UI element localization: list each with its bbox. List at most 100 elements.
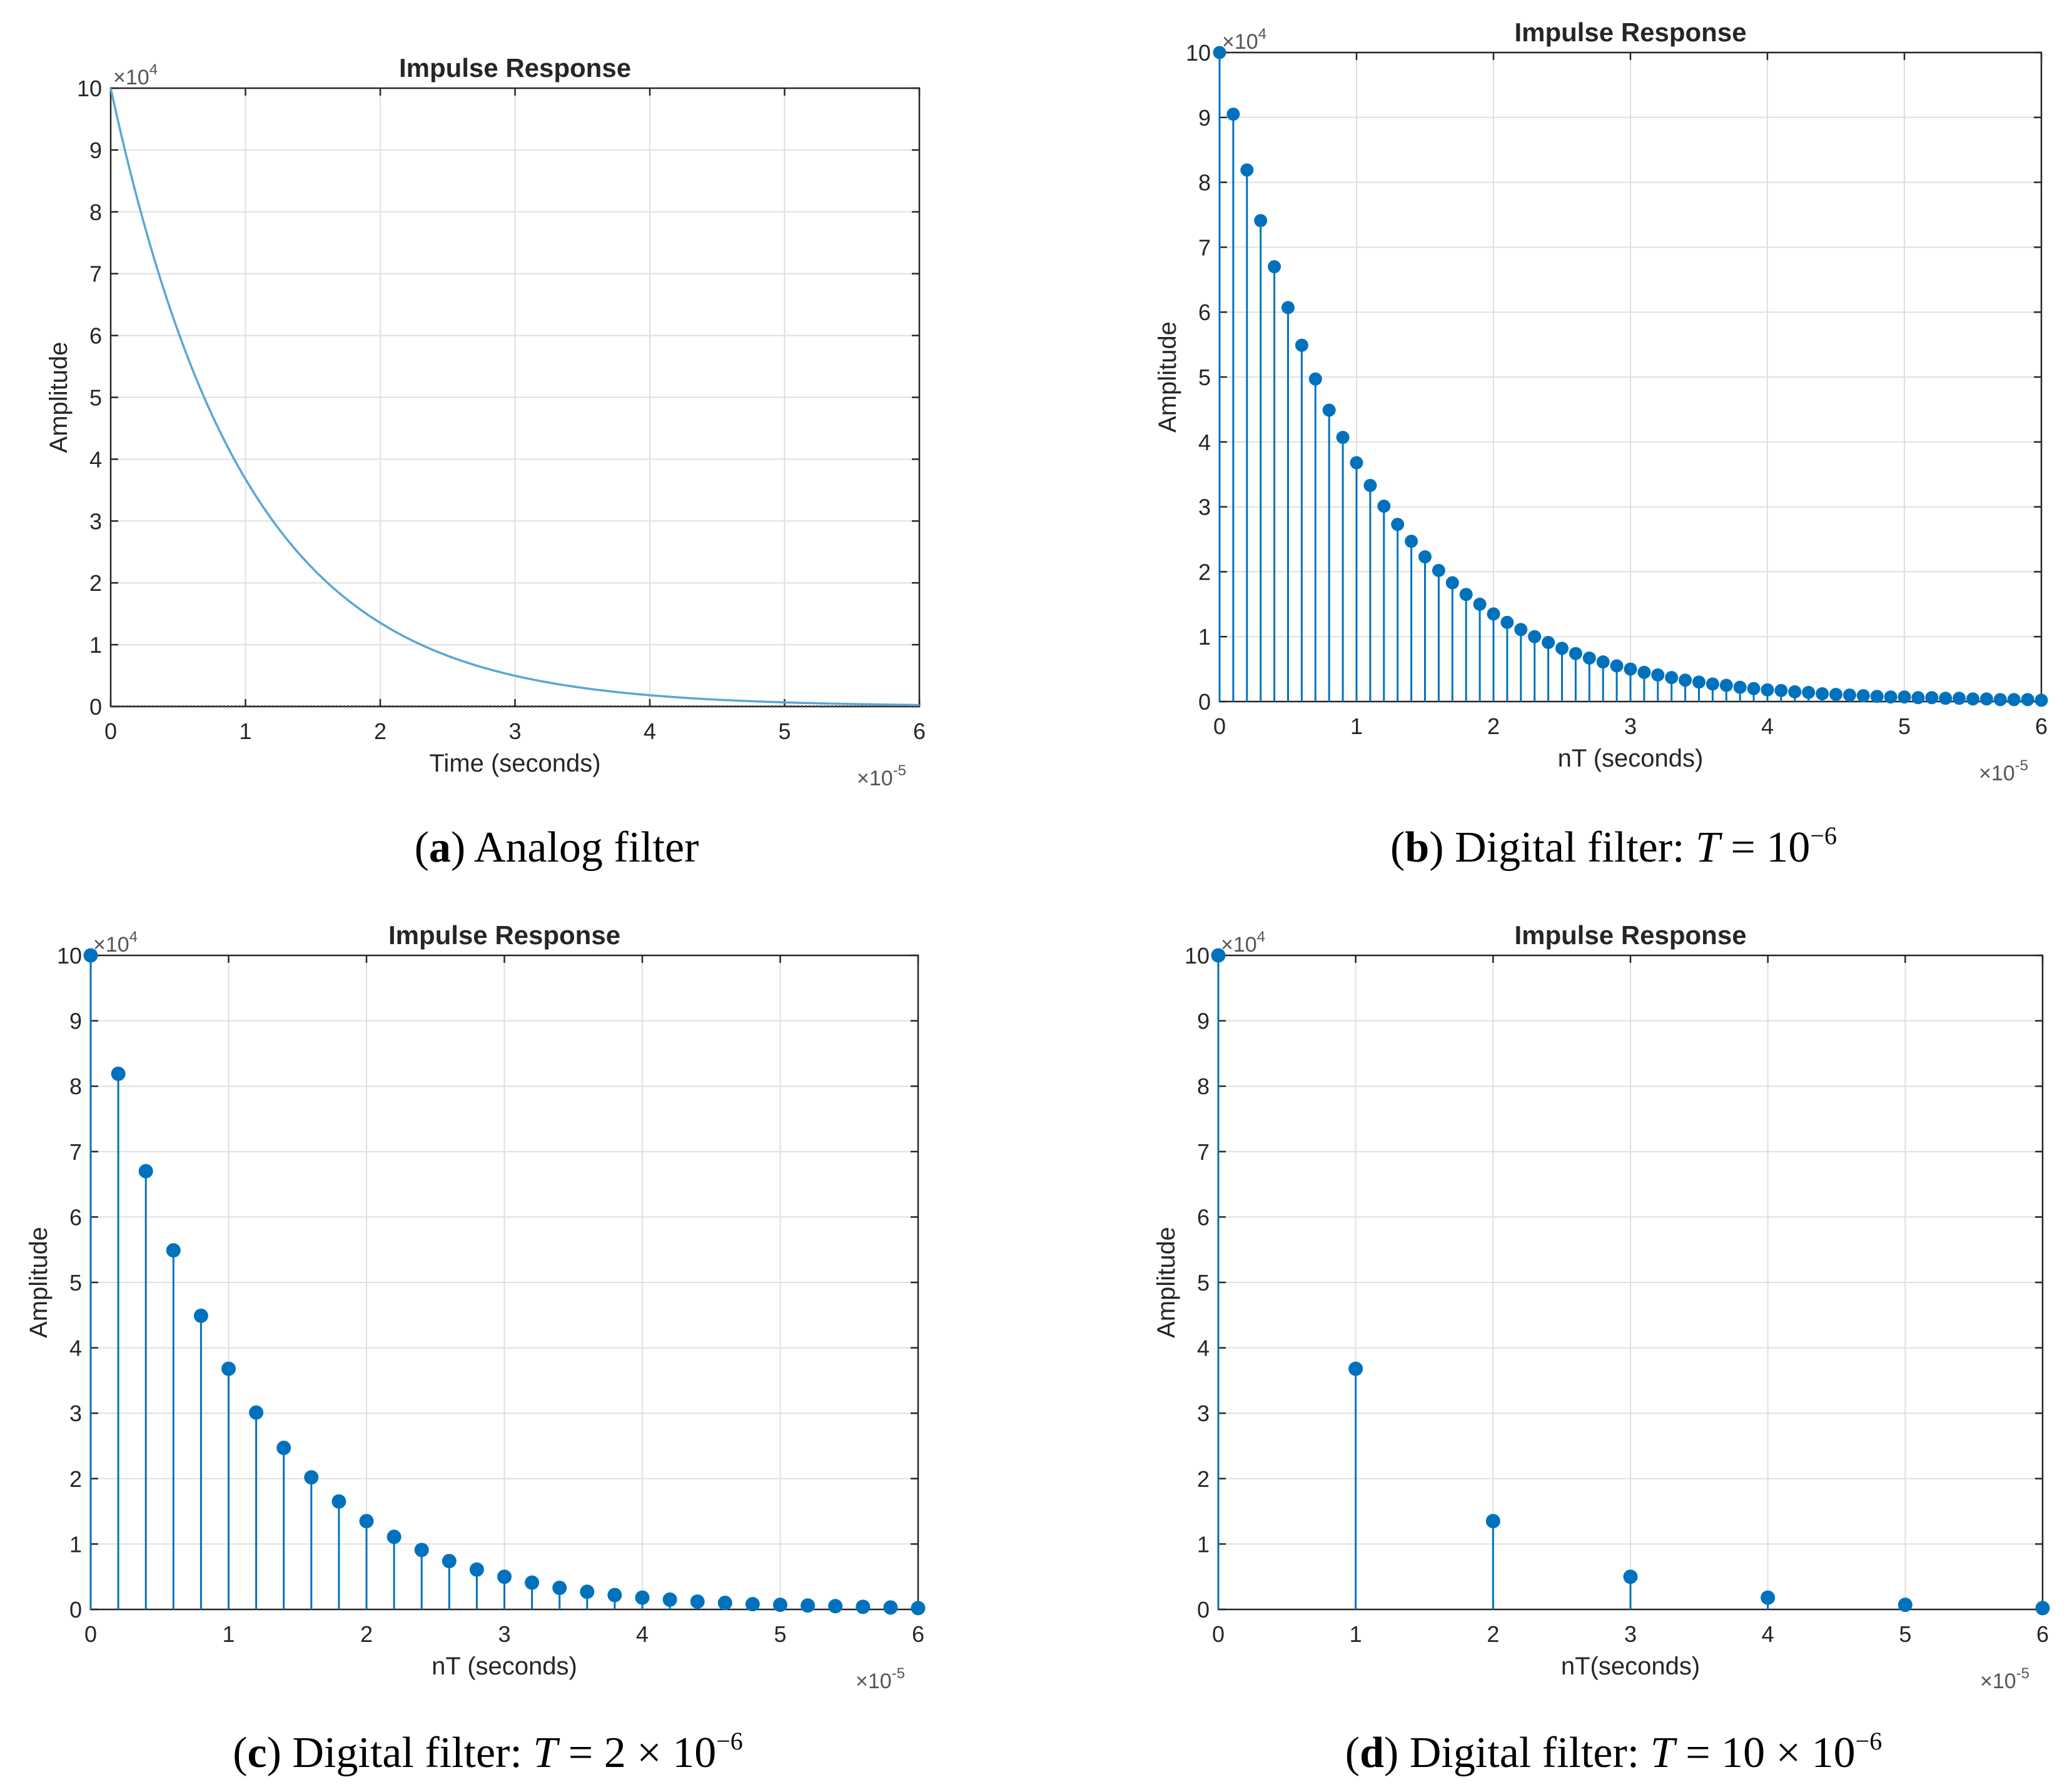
stem-marker xyxy=(1939,692,1953,705)
stem-marker xyxy=(1788,685,1802,698)
y-tick-label: 1 xyxy=(89,632,102,658)
stem-marker xyxy=(801,1598,816,1613)
stem-marker xyxy=(1528,630,1542,643)
chart-title: Impulse Response xyxy=(1514,920,1746,950)
x-tick-label: 3 xyxy=(508,718,521,744)
stem-marker xyxy=(1240,163,1254,177)
y-tick-label: 6 xyxy=(1198,300,1211,325)
y-tick-label: 10 xyxy=(57,943,82,969)
x-tick-label: 1 xyxy=(239,718,251,744)
stem-marker xyxy=(1870,690,1884,703)
stem-marker xyxy=(2021,693,2034,707)
stem-marker xyxy=(1322,403,1336,417)
stem-marker xyxy=(1911,691,1925,705)
x-multiplier-base: ×10 xyxy=(1980,1669,2016,1693)
stem-marker xyxy=(442,1554,457,1569)
stem-marker xyxy=(1637,665,1651,679)
x-tick-label: 0 xyxy=(104,718,117,744)
x-tick-label: 6 xyxy=(2036,1621,2049,1647)
y-tick-label: 7 xyxy=(69,1139,82,1165)
stem-marker xyxy=(1898,690,1911,704)
x-multiplier-exp: -5 xyxy=(892,1665,905,1682)
y-tick-label: 3 xyxy=(1197,1401,1210,1426)
x-tick-label: 1 xyxy=(222,1621,235,1647)
y-multiplier: ×104 xyxy=(93,929,138,957)
stem-marker xyxy=(1281,301,1295,315)
x-multiplier: ×10-5 xyxy=(1979,757,2028,785)
stem-marker xyxy=(2034,693,2048,707)
y-tick-label: 9 xyxy=(1198,105,1211,131)
stem-marker xyxy=(1623,1569,1638,1584)
x-tick-label: 3 xyxy=(1624,1621,1637,1647)
stem-marker xyxy=(331,1494,346,1509)
stem-marker xyxy=(1953,692,1966,705)
stem-marker xyxy=(1213,46,1226,59)
y-axis-label: Amplitude xyxy=(25,1227,53,1338)
stem-marker xyxy=(1761,1590,1776,1605)
x-tick-label: 5 xyxy=(778,718,791,744)
x-tick-label: 2 xyxy=(360,1621,373,1647)
stem-marker xyxy=(1925,691,1939,705)
x-axis-label: nT (seconds) xyxy=(1558,745,1704,772)
y-tick-label: 0 xyxy=(1197,1597,1210,1623)
impulse-response-line xyxy=(109,88,920,707)
stem-marker xyxy=(911,1601,926,1616)
caption-exponent: −6 xyxy=(1856,1727,1882,1755)
stem-marker xyxy=(221,1361,236,1376)
stem-marker xyxy=(1979,692,1993,706)
stem-marker xyxy=(635,1590,650,1605)
y-tick-label: 4 xyxy=(1197,1336,1210,1361)
stem-marker xyxy=(1802,685,1816,699)
x-tick-label: 1 xyxy=(1350,713,1363,739)
y-multiplier: ×104 xyxy=(113,61,158,89)
caption-text: Digital filter: xyxy=(1455,823,1696,872)
x-tick-label: 4 xyxy=(1762,1621,1774,1647)
stem-marker xyxy=(1363,478,1377,492)
y-tick-label: 4 xyxy=(69,1336,82,1361)
stem-marker xyxy=(1254,214,1268,228)
caption-open-paren: ( xyxy=(415,823,429,872)
y-multiplier-exp: 4 xyxy=(1258,26,1266,43)
stem-marker xyxy=(773,1598,787,1613)
y-tick-label: 0 xyxy=(89,694,102,720)
y-axis-label: Amplitude xyxy=(45,342,73,453)
x-tick-label: 3 xyxy=(1624,713,1637,739)
stem-marker xyxy=(2035,1601,2050,1616)
y-tick-label: 3 xyxy=(69,1401,82,1426)
y-tick-label: 2 xyxy=(1197,1466,1210,1492)
y-tick-label: 0 xyxy=(69,1597,82,1623)
y-tick-label: 7 xyxy=(1197,1139,1210,1165)
x-tick-label: 6 xyxy=(2035,713,2048,739)
y-tick-label: 7 xyxy=(1198,234,1211,260)
stem-marker xyxy=(1555,642,1569,655)
caption-open-paren: ( xyxy=(1390,823,1405,872)
stem-marker xyxy=(1445,576,1459,590)
x-multiplier: ×10-5 xyxy=(857,762,906,790)
stem-marker xyxy=(1485,1514,1500,1529)
y-tick-label: 4 xyxy=(1198,430,1211,455)
y-tick-label: 2 xyxy=(1198,559,1211,585)
caption-close-paren: ) xyxy=(267,1729,293,1777)
stem-marker xyxy=(525,1575,540,1590)
stem-marker xyxy=(1569,647,1582,660)
x-axis-label: Time (seconds) xyxy=(429,750,600,777)
y-tick-label: 1 xyxy=(69,1531,82,1557)
x-tick-label: 5 xyxy=(1899,1621,1911,1647)
caption-variable: T xyxy=(1696,823,1723,872)
stem-marker xyxy=(1966,692,1979,706)
stem-marker xyxy=(1651,668,1665,682)
caption-variable: T xyxy=(533,1729,560,1777)
stem-marker xyxy=(1829,688,1842,702)
stem-marker xyxy=(580,1584,595,1599)
stem-marker xyxy=(1226,108,1240,121)
y-tick-label: 8 xyxy=(89,199,102,225)
stem-marker xyxy=(1500,615,1514,629)
y-multiplier-exp: 4 xyxy=(149,61,158,78)
y-tick-label: 1 xyxy=(1198,624,1211,650)
x-tick-label: 1 xyxy=(1350,1621,1362,1647)
stem-marker xyxy=(1348,1361,1363,1376)
y-multiplier: ×104 xyxy=(1222,26,1266,54)
y-multiplier-exp: 4 xyxy=(129,929,138,945)
x-tick-label: 0 xyxy=(84,1621,97,1647)
stem-marker xyxy=(1761,683,1774,697)
